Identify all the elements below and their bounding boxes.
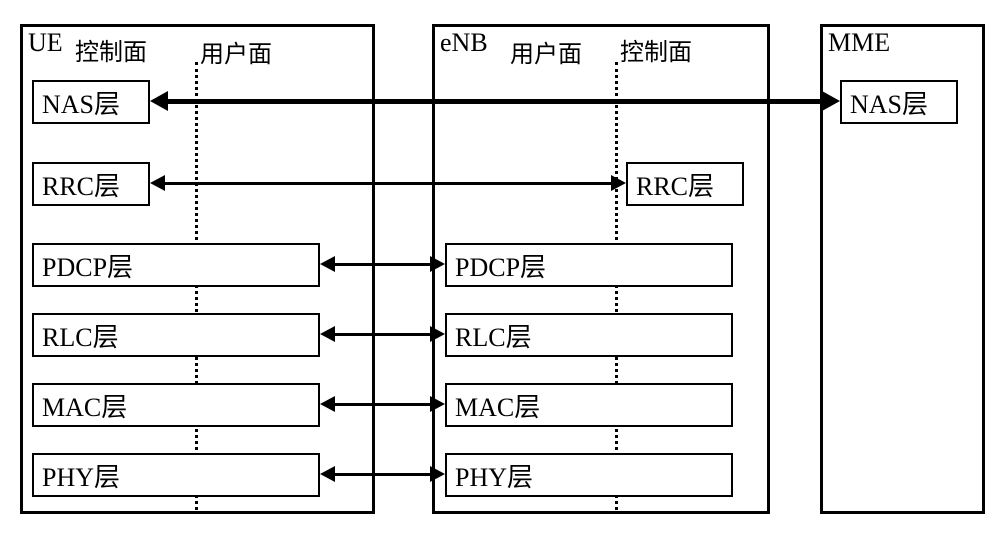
enb-control-plane-label: 控制面: [620, 32, 692, 67]
ue-pdcp-layer: PDCP层: [32, 243, 320, 287]
ue-phy-layer: PHY层: [32, 453, 320, 497]
phy-arrow-left: [320, 466, 335, 482]
enb-phy-layer: PHY层: [445, 453, 733, 497]
mac-arrow-line: [332, 403, 433, 406]
ue-title: UE: [28, 28, 63, 58]
enb-user-plane-label: 用户面: [510, 34, 582, 69]
enb-rlc-layer: RLC层: [445, 313, 733, 357]
ue-user-plane-label: 用户面: [200, 34, 272, 69]
mac-arrow-left: [320, 396, 335, 412]
enb-mac-layer: MAC层: [445, 383, 733, 427]
mme-nas-layer: NAS层: [840, 80, 958, 124]
enb-title: eNB: [440, 28, 488, 58]
rrc-arrow-line: [162, 182, 614, 185]
pdcp-arrow-left: [320, 256, 335, 272]
rlc-arrow-line: [332, 333, 433, 336]
mac-arrow-right: [430, 396, 445, 412]
rlc-arrow-right: [430, 326, 445, 342]
rlc-arrow-left: [320, 326, 335, 342]
nas-arrow-right: [822, 91, 840, 111]
rrc-arrow-right: [611, 175, 626, 191]
phy-arrow-right: [430, 466, 445, 482]
ue-nas-layer: NAS层: [32, 80, 150, 124]
phy-arrow-line: [332, 473, 433, 476]
pdcp-arrow-right: [430, 256, 445, 272]
ue-mac-layer: MAC层: [32, 383, 320, 427]
nas-arrow-left: [150, 91, 168, 111]
ue-rlc-layer: RLC层: [32, 313, 320, 357]
enb-pdcp-layer: PDCP层: [445, 243, 733, 287]
ue-control-plane-label: 控制面: [75, 32, 147, 67]
enb-rrc-layer: RRC层: [626, 162, 744, 206]
mme-title: MME: [828, 28, 890, 58]
ue-rrc-layer: RRC层: [32, 162, 150, 206]
rrc-arrow-left: [150, 175, 165, 191]
nas-arrow-line: [162, 99, 828, 104]
pdcp-arrow-line: [332, 263, 433, 266]
